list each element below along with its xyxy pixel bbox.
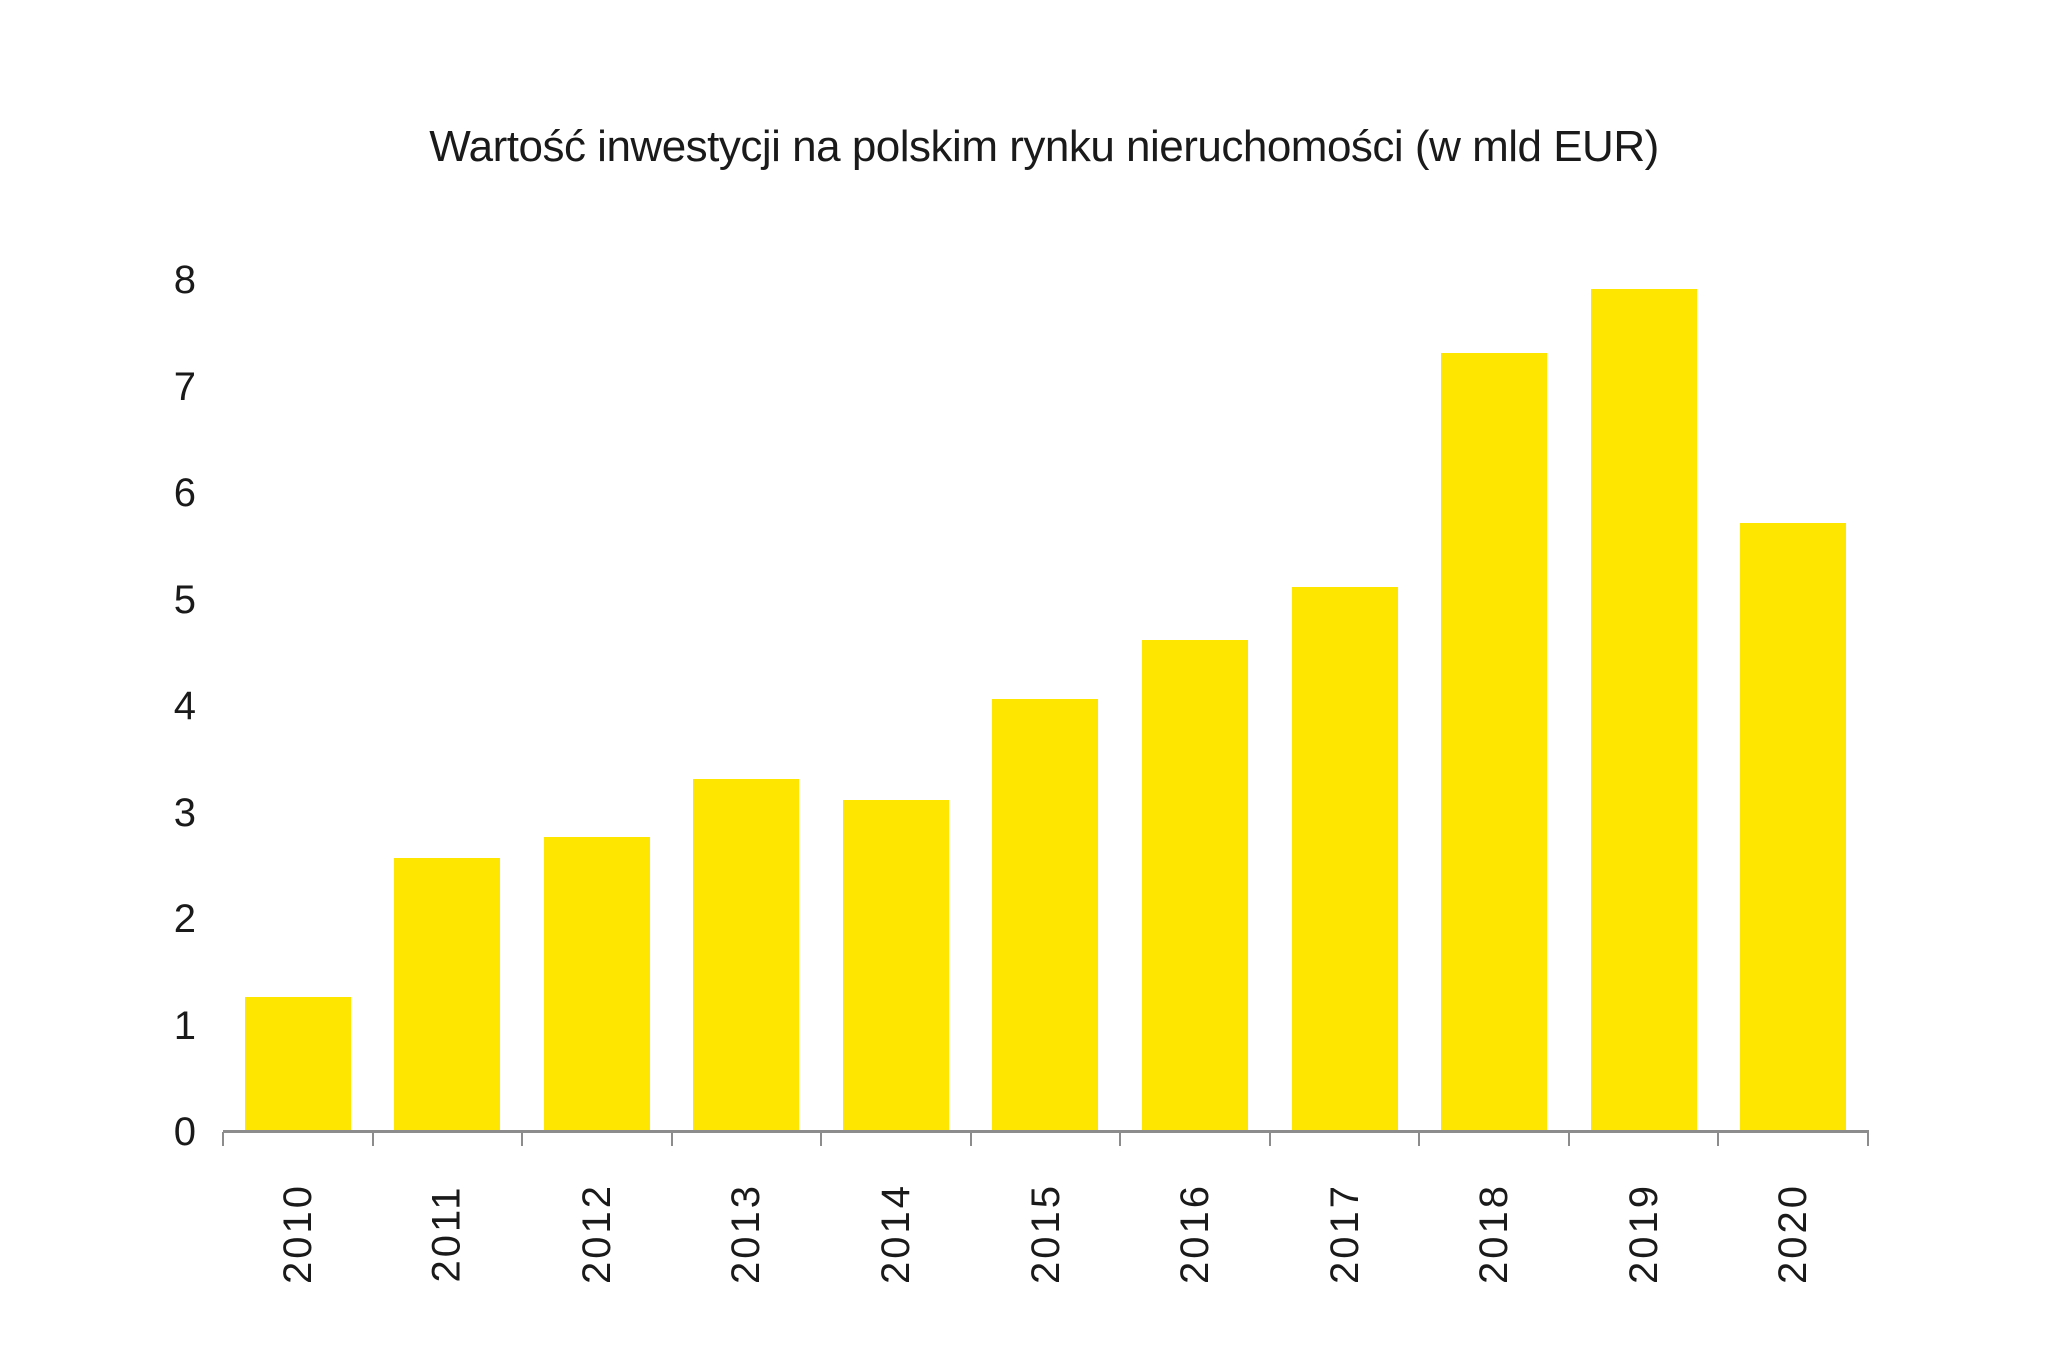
y-tick-label: 5: [173, 577, 196, 622]
bar-2016: [1142, 640, 1248, 1130]
x-label-text: 2010: [275, 1182, 320, 1284]
x-label-text: 2019: [1621, 1182, 1666, 1284]
x-tick-mark: [1867, 1132, 1869, 1146]
bar-2019: [1591, 289, 1697, 1130]
x-label-2015: 2015: [976, 1168, 1116, 1298]
x-tick-mark: [521, 1132, 523, 1146]
y-tick-label: 1: [173, 1003, 196, 1048]
x-label-text: 2018: [1471, 1182, 1516, 1284]
bar-2012: [544, 837, 650, 1130]
x-label-2019: 2019: [1574, 1168, 1714, 1298]
x-tick-mark: [1418, 1132, 1420, 1146]
chart-title: Wartość inwestycji na polskim rynku nier…: [429, 122, 1659, 171]
x-tick-mark: [222, 1132, 224, 1146]
y-tick-label: 0: [173, 1110, 196, 1154]
x-tick-mark: [820, 1132, 822, 1146]
x-label-text: 2011: [424, 1183, 469, 1283]
bar-2020: [1740, 523, 1846, 1130]
bar-2018: [1441, 353, 1547, 1130]
x-label-2010: 2010: [228, 1168, 368, 1298]
x-label-2020: 2020: [1723, 1168, 1863, 1298]
x-label-text: 2013: [723, 1182, 768, 1284]
x-tick-mark: [1568, 1132, 1570, 1146]
bar-2013: [693, 779, 799, 1130]
x-tick-mark: [1119, 1132, 1121, 1146]
x-tick-mark: [1717, 1132, 1719, 1146]
x-label-text: 2016: [1172, 1182, 1217, 1284]
bar-2014: [843, 800, 949, 1130]
bar-2011: [394, 858, 500, 1130]
x-label-2017: 2017: [1275, 1168, 1415, 1298]
bar-2015: [992, 699, 1098, 1130]
x-label-text: 2012: [574, 1182, 619, 1284]
x-label-text: 2017: [1322, 1182, 1367, 1284]
bar-2017: [1292, 587, 1398, 1130]
y-tick-label: 3: [173, 790, 196, 835]
y-tick-label: 8: [173, 258, 196, 302]
x-tick-mark: [671, 1132, 673, 1146]
x-label-text: 2020: [1770, 1182, 1815, 1284]
x-axis-line: [223, 1130, 1869, 1133]
y-tick-label: 4: [173, 684, 196, 728]
y-tick-label: 2: [173, 897, 196, 941]
x-label-2011: 2011: [377, 1168, 517, 1298]
x-label-2016: 2016: [1125, 1168, 1265, 1298]
x-label-2014: 2014: [826, 1168, 966, 1298]
x-label-2013: 2013: [676, 1168, 816, 1298]
x-tick-mark: [970, 1132, 972, 1146]
y-tick-label: 6: [173, 471, 196, 515]
x-label-2012: 2012: [527, 1168, 667, 1298]
x-tick-mark: [1269, 1132, 1271, 1146]
y-tick-label: 7: [173, 364, 196, 409]
x-tick-mark: [372, 1132, 374, 1146]
x-label-2018: 2018: [1424, 1168, 1564, 1298]
x-label-text: 2015: [1023, 1182, 1068, 1284]
x-label-text: 2014: [873, 1182, 918, 1284]
bar-2010: [245, 997, 351, 1130]
